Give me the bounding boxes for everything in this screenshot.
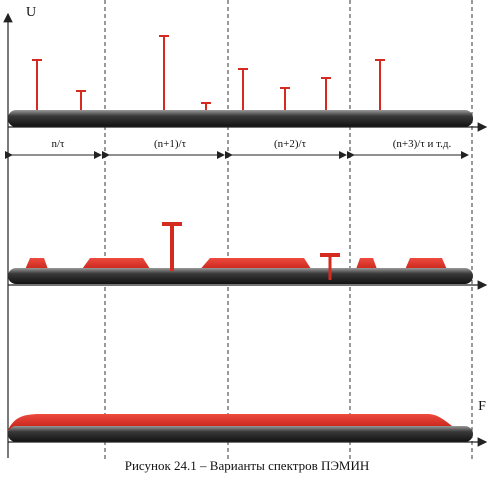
- interval-label: (n+3)/τ и т.д.: [393, 138, 452, 150]
- frequency-bar-3: [8, 426, 473, 442]
- interval-label: (n+2)/τ: [274, 138, 307, 150]
- x-axis-label: F: [478, 399, 486, 414]
- interval-separators: [104, 0, 473, 460]
- panel-line-spectrum: [8, 35, 488, 132]
- figure-caption: Рисунок 24.1 – Варианты спектров ПЭМИН: [124, 458, 370, 473]
- frequency-bar-2: [8, 268, 473, 284]
- panel-mixed-spectrum: [8, 222, 488, 290]
- interval-labels: n/τ (n+1)/τ (n+2)/τ (n+3)/τ и т.д.: [52, 138, 452, 150]
- interval-label: (n+1)/τ: [154, 138, 187, 150]
- frequency-bar-1: [8, 110, 473, 127]
- line-spectrum-lines: [32, 35, 385, 114]
- interval-label: n/τ: [52, 138, 66, 150]
- y-axis-label: U: [26, 5, 36, 20]
- panel-continuous-spectrum: [8, 414, 488, 447]
- mixed-spectrum-lines: [162, 222, 340, 280]
